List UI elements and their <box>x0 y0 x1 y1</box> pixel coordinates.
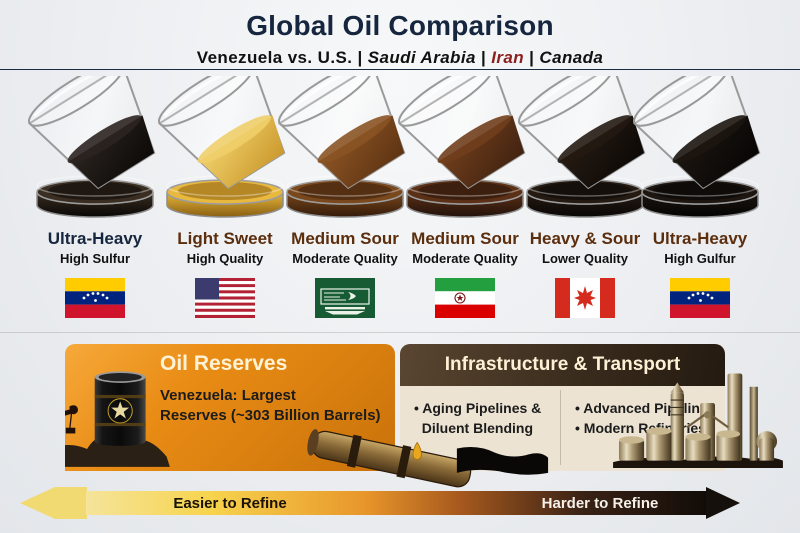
svg-text:Harder to Refine: Harder to Refine <box>542 495 659 512</box>
svg-text:Easier to Refine: Easier to Refine <box>173 495 286 512</box>
